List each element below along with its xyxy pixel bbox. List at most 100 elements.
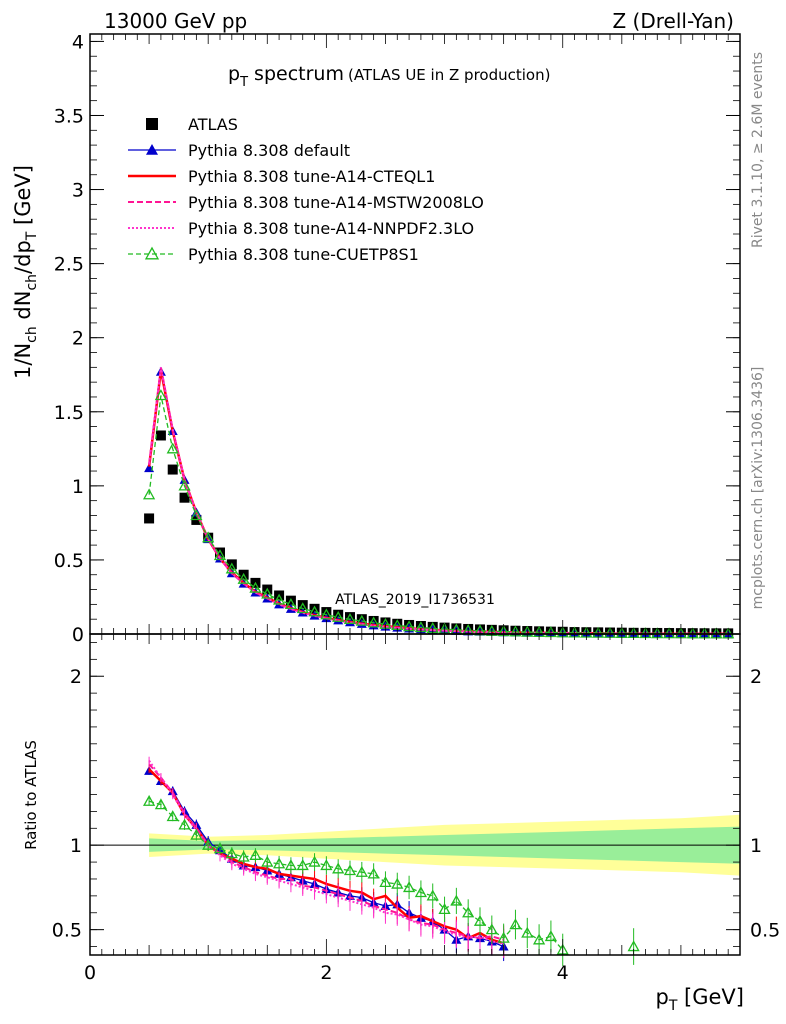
main-point-cuetp8s1-6 xyxy=(213,549,227,561)
main-point-cuetp8s1-0 xyxy=(142,488,156,500)
ratio-point-cuetp8s1-16 xyxy=(332,862,345,874)
main-y-label: 1/Nch dNch/dpT [GeV] xyxy=(11,165,40,379)
main-y-tick-label-0: 0 xyxy=(72,624,84,646)
ratio-point-cuetp8s1-25 xyxy=(438,903,451,915)
main-y-tick-label-3: 1.5 xyxy=(54,402,84,424)
main-point-cuetp8s1-16 xyxy=(332,610,345,622)
main-point-atlas-0 xyxy=(144,513,155,524)
main-y-axis: 0 0.5 1 1.5 2 2.5 3 3.5 4 xyxy=(54,31,741,646)
ratio-plot-area xyxy=(90,756,741,967)
main-y-label-s1: ch xyxy=(24,326,40,343)
main-point-cuetp8s1-19 xyxy=(367,616,380,628)
ratio-point-cuetp8s1-23 xyxy=(414,886,428,898)
ratio-point-cuetp8s1-31 xyxy=(509,918,522,930)
ratio-y-tick-label-right-2: 2 xyxy=(750,666,762,688)
chart-title-note: (ATLAS UE in Z production) xyxy=(348,66,550,84)
main-y-label-p4: [GeV] xyxy=(11,165,35,232)
main-point-cuetp8s1-10 xyxy=(261,587,274,599)
ratio-axes: 0.5 0.5 1 1 2 2 0 2 4 xyxy=(52,634,780,984)
ratio-point-cuetp8s1-18 xyxy=(355,865,368,877)
legend-marker-default xyxy=(146,144,158,155)
main-point-atlas-1 xyxy=(155,430,166,441)
main-point-cuetp8s1-12 xyxy=(284,598,298,610)
ratio-point-cuetp8s1-10 xyxy=(261,855,274,867)
main-y-label-p1: 1/N xyxy=(11,343,35,379)
ratio-point-cuetp8s1-22 xyxy=(402,881,416,893)
ratio-point-cuetp8s1-30 xyxy=(497,931,510,943)
main-y-tick-label-8: 4 xyxy=(72,31,84,53)
main-point-cuetp8s1-9 xyxy=(249,581,262,593)
main-point-atlas-15 xyxy=(321,607,332,618)
legend-marker-cuetp8s1 xyxy=(144,246,160,260)
chart-title-word: spectrum xyxy=(248,63,344,85)
ratio-point-cuetp8s1-34 xyxy=(544,930,558,942)
ratio-point-cuetp8s1-3 xyxy=(178,818,191,830)
ratio-point-cuetp8s1-21 xyxy=(391,877,404,889)
analysis-id: ATLAS_2019_I1736531 xyxy=(335,592,495,608)
main-point-cuetp8s1-17 xyxy=(343,612,357,624)
main-point-cuetp8s1-11 xyxy=(272,593,286,605)
ratio-point-cuetp8s1-14 xyxy=(308,855,321,867)
ratio-point-cuetp8s1-4 xyxy=(190,828,203,840)
main-y-tick-label-4: 2 xyxy=(72,328,84,350)
legend-label-nnpdf: Pythia 8.308 tune-A14-NNPDF2.3LO xyxy=(188,219,474,238)
x-axis-label-sub: T xyxy=(668,998,678,1014)
ratio-y-tick-label-right-1: 1 xyxy=(750,835,762,857)
main-point-cuetp8s1-7 xyxy=(225,562,238,574)
main-point-cuetp8s1-18 xyxy=(355,614,368,626)
main-y-label-p3: /dp xyxy=(11,240,35,274)
x-axis-label-unit: [GeV] xyxy=(677,985,744,1009)
main-point-cuetp8s1-15 xyxy=(320,608,333,620)
main-point-atlas-6 xyxy=(215,547,225,558)
legend-marker-atlas xyxy=(146,118,158,130)
ratio-point-cuetp8s1-19 xyxy=(367,867,380,879)
ratio-point-cuetp8s1-28 xyxy=(473,914,487,926)
main-point-atlas-3 xyxy=(179,492,190,503)
header-left: 13000 GeV pp xyxy=(104,9,247,33)
ratio-point-cuetp8s1-20 xyxy=(379,876,392,888)
ratio-point-cuetp8s1-17 xyxy=(343,864,357,876)
ratio-point-cuetp8s1-11 xyxy=(272,857,286,869)
ratio-point-cuetp8s1-33 xyxy=(532,933,546,945)
chart-title-main: p xyxy=(228,63,240,85)
main-point-cuetp8s1-3 xyxy=(178,479,191,491)
main-point-cuetp8s1-5 xyxy=(202,531,215,543)
ratio-point-cuetp8s1-12 xyxy=(284,859,298,871)
main-point-atlas-14 xyxy=(309,603,320,614)
main-point-atlas-17 xyxy=(345,612,355,623)
x-axis-label: pT [GeV] xyxy=(655,985,744,1014)
main-line-cuetp8s1-0 xyxy=(148,395,729,635)
ratio-point-cuetp8s1-1 xyxy=(154,798,168,810)
ratio-point-cuetp8s1-29 xyxy=(485,923,498,935)
legend-label-mstw: Pythia 8.308 tune-A14-MSTW2008LO xyxy=(188,193,484,212)
ratio-panel-frame xyxy=(89,633,741,956)
main-point-atlas-2 xyxy=(167,464,178,475)
main-point-cuetp8s1-14 xyxy=(308,605,321,617)
ratio-point-cuetp8s1-9 xyxy=(249,848,262,860)
x-tick-label-0: 0 xyxy=(84,962,96,984)
ratio-point-cuetp8s1-26 xyxy=(450,894,463,906)
main-y-label-s3: T xyxy=(24,231,40,241)
ratio-point-cuetp8s1-2 xyxy=(166,810,179,822)
main-point-cuetp8s1-2 xyxy=(166,442,179,454)
ratio-point-cuetp8s1-15 xyxy=(320,859,333,871)
ratio-point-cuetp8s1-7 xyxy=(225,847,238,859)
ratio-point-cuetp8s1-8 xyxy=(237,850,250,862)
main-point-cuetp8s1-4 xyxy=(190,509,203,521)
main-y-label-p2: dN xyxy=(11,291,35,327)
main-y-label-s2: ch xyxy=(24,274,40,291)
x-axis-label-main: p xyxy=(655,985,668,1009)
ratio-point-cuetp8s1-0 xyxy=(142,794,156,806)
header-right: Z (Drell-Yan) xyxy=(612,9,734,33)
main-y-tick-label-6: 3 xyxy=(72,180,84,202)
chart-title-sub: T xyxy=(239,75,248,90)
ratio-y-tick-label-2: 2 xyxy=(70,666,82,688)
legend-label-cteql1: Pythia 8.308 tune-A14-CTEQL1 xyxy=(188,167,435,186)
main-y-tick-label-5: 2.5 xyxy=(54,254,84,276)
main-point-cuetp8s1-8 xyxy=(237,572,250,584)
ratio-point-cuetp8s1-24 xyxy=(426,889,439,901)
ratio-y-label: Ratio to ATLAS xyxy=(22,740,40,850)
ratio-point-cuetp8s1-13 xyxy=(296,859,309,871)
ratio-point-cuetp8s1-6 xyxy=(213,842,227,854)
